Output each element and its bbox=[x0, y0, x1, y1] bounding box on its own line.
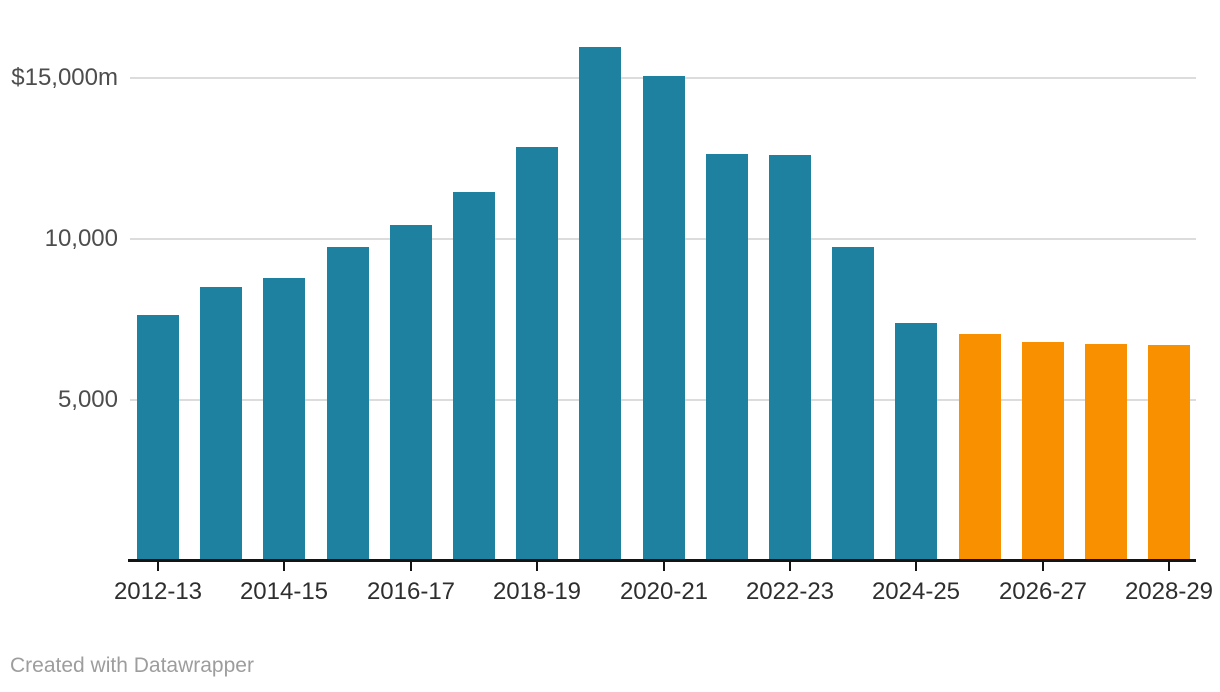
y-axis-label-10000: 10,000 bbox=[44, 225, 118, 252]
bar-2017-18[interactable] bbox=[453, 192, 495, 561]
bar-2023-24[interactable] bbox=[832, 247, 874, 561]
x-axis-label-2028-29: 2028-29 bbox=[1124, 578, 1214, 605]
bar-2025-26[interactable] bbox=[959, 334, 1001, 561]
bar-2028-29[interactable] bbox=[1148, 345, 1190, 561]
bar-2013-14[interactable] bbox=[200, 287, 242, 561]
bar-2020-21[interactable] bbox=[643, 76, 685, 561]
bar-2012-13[interactable] bbox=[137, 315, 179, 561]
x-axis-label-2016-17: 2016-17 bbox=[366, 578, 456, 605]
bar-2026-27[interactable] bbox=[1022, 342, 1064, 561]
bar-2018-19[interactable] bbox=[516, 147, 558, 561]
x-axis-label-2014-15: 2014-15 bbox=[239, 578, 329, 605]
bar-2016-17[interactable] bbox=[390, 225, 432, 561]
bar-2024-25[interactable] bbox=[895, 323, 937, 561]
x-tick-2028-29 bbox=[1168, 562, 1170, 571]
y-axis-label-5000: 5,000 bbox=[57, 386, 118, 413]
bar-2022-23[interactable] bbox=[769, 155, 811, 561]
y-axis-label-15000: $15,000m bbox=[11, 64, 118, 91]
x-tick-2014-15 bbox=[283, 562, 285, 571]
x-axis-line bbox=[128, 559, 1196, 562]
x-axis-label-2018-19: 2018-19 bbox=[492, 578, 582, 605]
bar-2014-15[interactable] bbox=[263, 278, 305, 561]
x-axis-label-2020-21: 2020-21 bbox=[619, 578, 709, 605]
x-axis-label-2024-25: 2024-25 bbox=[871, 578, 961, 605]
bar-2021-22[interactable] bbox=[706, 154, 748, 561]
x-axis-label-2022-23: 2022-23 bbox=[745, 578, 835, 605]
x-tick-2018-19 bbox=[536, 562, 538, 571]
x-tick-2020-21 bbox=[663, 562, 665, 571]
bar-2027-28[interactable] bbox=[1085, 344, 1127, 561]
bar-2019-20[interactable] bbox=[579, 47, 621, 561]
x-axis-label-2012-13: 2012-13 bbox=[113, 578, 203, 605]
x-tick-2012-13 bbox=[157, 562, 159, 571]
x-tick-2024-25 bbox=[915, 562, 917, 571]
bar-2015-16[interactable] bbox=[327, 247, 369, 561]
datawrapper-credit-link[interactable]: Created with Datawrapper bbox=[10, 654, 254, 677]
x-tick-2016-17 bbox=[410, 562, 412, 571]
x-axis-label-2026-27: 2026-27 bbox=[998, 578, 1088, 605]
x-tick-2026-27 bbox=[1042, 562, 1044, 571]
x-tick-2022-23 bbox=[789, 562, 791, 571]
